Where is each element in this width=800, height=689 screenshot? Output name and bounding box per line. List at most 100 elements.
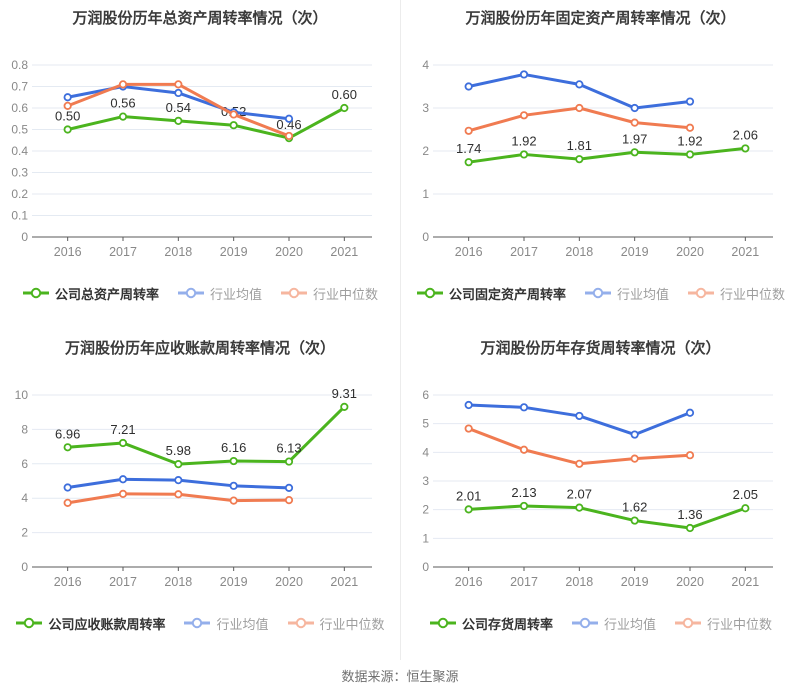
data-label: 5.98 xyxy=(166,443,191,458)
data-point xyxy=(229,456,238,466)
chart-title: 万润股份历年应收账款周转率情况（次） xyxy=(64,340,335,357)
data-point xyxy=(519,501,529,511)
chart-title: 万润股份历年总资产周转率情况（次） xyxy=(72,10,328,27)
legend-item-company[interactable]: 公司总资产周转率 xyxy=(22,284,159,303)
receivables-turnover-plot: 0 2 4 6 8 10 2016 2017 2018 2019 2020 2021 6.96 7.21 5… xyxy=(15,386,372,589)
legend-item-industry-median[interactable]: 行业中位数 xyxy=(280,284,378,303)
chart-title: 万润股份历年固定资产周转率情况（次） xyxy=(465,10,736,27)
data-label: 0.50 xyxy=(55,109,80,124)
data-label: 0.60 xyxy=(332,87,357,102)
y-tick-label: 2 xyxy=(422,503,429,517)
legend-marker-icon xyxy=(416,287,443,299)
data-label: 0.46 xyxy=(276,117,301,132)
data-point xyxy=(741,504,750,513)
data-point xyxy=(575,80,584,89)
y-tick-label: 4 xyxy=(422,58,429,72)
data-label: 6.96 xyxy=(55,426,80,441)
y-axis: 0 0.1 0.2 0.3 0.4 0.5 0.6 0.7 0.8 xyxy=(11,58,372,244)
legend-item-industry-median[interactable]: 行业中位数 xyxy=(287,614,385,633)
series-industry-mean xyxy=(464,400,695,439)
data-point xyxy=(630,103,639,113)
data-point xyxy=(685,97,695,106)
y-tick-label: 0 xyxy=(21,560,28,574)
x-tick-label: 2016 xyxy=(54,575,82,589)
data-point xyxy=(229,481,238,490)
y-axis: 0 1 2 3 4 xyxy=(422,58,773,244)
y-tick-label: 6 xyxy=(422,388,429,402)
legend-item-company[interactable]: 公司应收账款周转率 xyxy=(15,614,165,633)
chart-title: 万润股份历年存货周转率情况（次） xyxy=(480,340,721,357)
data-point xyxy=(630,430,639,439)
legend-item-company[interactable]: 公司存货周转率 xyxy=(429,614,553,633)
y-tick-label: 6 xyxy=(21,457,28,471)
chart-legend: 公司存货周转率 行业均值 行业中位数 xyxy=(401,613,800,633)
data-label: 2.13 xyxy=(511,485,536,500)
x-tick-label: 2017 xyxy=(510,575,538,589)
data-source-note: 数据来源：恒生聚源 xyxy=(341,669,459,684)
legend-item-industry-median[interactable]: 行业中位数 xyxy=(687,284,785,303)
data-point xyxy=(63,483,72,492)
legend-item-industry-mean[interactable]: 行业均值 xyxy=(177,284,262,303)
data-point xyxy=(464,82,473,91)
data-point xyxy=(118,438,128,448)
y-tick-label: 3 xyxy=(422,101,429,115)
series-industry-median xyxy=(63,80,294,141)
data-point xyxy=(63,443,72,452)
legend-label: 行业均值 xyxy=(603,616,656,632)
data-label: 2.07 xyxy=(567,487,592,502)
data-label: 1.62 xyxy=(622,500,647,515)
x-tick-label: 2021 xyxy=(330,575,358,589)
data-point xyxy=(63,93,72,102)
legend-label: 公司应收账款周转率 xyxy=(48,616,166,632)
charts-row-bottom: 万润股份历年应收账款周转率情况（次） 0 2 4 6 8 10 2016 2017 2018 20… xyxy=(0,330,800,660)
legend-item-industry-mean[interactable]: 行业均值 xyxy=(571,614,656,633)
y-tick-label: 10 xyxy=(15,388,29,402)
legend-item-industry-mean[interactable]: 行业均值 xyxy=(183,614,269,633)
data-point xyxy=(174,116,183,126)
y-tick-label: 3 xyxy=(422,474,429,488)
legend-label: 公司总资产周转率 xyxy=(54,286,159,302)
x-axis: 2016 2017 2018 2019 2020 2021 xyxy=(433,566,773,589)
x-tick-label: 2020 xyxy=(676,575,704,589)
legend-label: 行业均值 xyxy=(209,286,262,302)
data-point xyxy=(340,402,349,411)
legend-item-company[interactable]: 公司固定资产周转率 xyxy=(416,284,566,303)
y-tick-label: 2 xyxy=(422,144,429,158)
y-tick-label: 2 xyxy=(21,526,28,540)
inventory-turnover-chart-card: 万润股份历年存货周转率情况（次） 0 1 2 3 4 5 6 2016 2017 2018 2019… xyxy=(400,330,800,660)
data-point xyxy=(118,112,128,121)
x-tick-label: 2018 xyxy=(565,575,593,589)
y-tick-label: 4 xyxy=(21,491,28,505)
x-tick-label: 2021 xyxy=(731,575,759,589)
x-tick-label: 2019 xyxy=(621,575,649,589)
legend-label: 公司固定资产周转率 xyxy=(448,286,566,302)
legend-item-industry-median[interactable]: 行业中位数 xyxy=(674,614,772,633)
legend-item-industry-mean[interactable]: 行业均值 xyxy=(584,284,669,303)
data-label: 1.74 xyxy=(456,141,481,156)
data-point xyxy=(519,403,529,412)
x-tick-label: 2019 xyxy=(220,575,248,589)
x-tick-label: 2020 xyxy=(275,245,303,259)
data-point xyxy=(174,476,183,485)
chart-legend: 公司总资产周转率 行业均值 行业中位数 xyxy=(0,283,400,303)
data-label: 2.01 xyxy=(456,488,481,503)
data-point xyxy=(284,483,294,492)
data-point xyxy=(174,460,183,469)
x-tick-label: 2016 xyxy=(455,245,483,259)
data-point xyxy=(284,457,294,466)
y-tick-label: 0 xyxy=(422,230,429,244)
y-tick-label: 0.6 xyxy=(11,101,28,115)
data-point xyxy=(575,155,584,164)
y-tick-label: 0.4 xyxy=(11,144,28,158)
data-point xyxy=(229,496,238,505)
legend-marker-icon xyxy=(177,287,204,299)
series-industry-median xyxy=(63,489,294,507)
data-point xyxy=(118,489,128,498)
data-point xyxy=(63,101,72,110)
data-label: 2.05 xyxy=(733,487,758,502)
x-tick-label: 2018 xyxy=(164,245,192,259)
y-tick-label: 0.2 xyxy=(11,187,28,201)
y-tick-label: 0.3 xyxy=(11,166,28,180)
data-label: 0.54 xyxy=(166,100,191,115)
fixed-asset-turnover-chart-card: 万润股份历年固定资产周转率情况（次） 0 1 2 3 4 2016 2017 2018 2019… xyxy=(400,0,800,330)
